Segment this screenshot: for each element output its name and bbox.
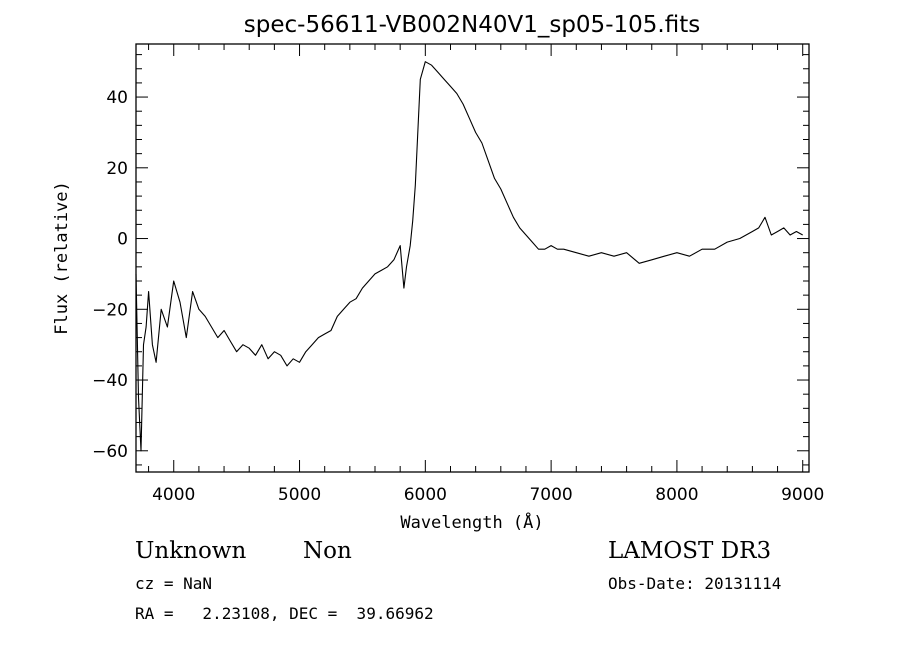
y-axis-label: Flux (relative) xyxy=(52,181,72,335)
x-tick-label: 5000 xyxy=(278,485,321,505)
object-subclass: Non xyxy=(303,538,352,564)
y-tick-label: 40 xyxy=(106,88,128,108)
x-tick-label: 8000 xyxy=(655,485,698,505)
chart-title: spec-56611-VB002N40V1_sp05-105.fits xyxy=(244,12,700,38)
observation-date: Obs-Date: 20131114 xyxy=(608,574,782,593)
x-tick-label: 7000 xyxy=(529,485,572,505)
y-tick-label: 20 xyxy=(106,159,128,179)
survey-label: LAMOST DR3 xyxy=(608,538,772,564)
y-tick-label: 0 xyxy=(117,230,128,250)
y-tick-label: −40 xyxy=(92,371,128,391)
redshift-readout: cz = NaN xyxy=(135,574,213,593)
spectrum-series xyxy=(135,61,803,452)
plot-frame xyxy=(135,43,810,473)
axis-tick-labels: 4000 5000 6000 7000 8000 9000 −60 −40 −20 0 20 40 xyxy=(92,88,824,505)
coordinates-readout: RA = 2.23108, DEC = 39.66962 xyxy=(135,604,434,623)
axis-ticks xyxy=(136,44,809,472)
y-tick-label: −60 xyxy=(92,442,128,462)
x-axis-label: Wavelength (Å) xyxy=(400,511,543,533)
spectrum-line xyxy=(135,61,803,452)
x-tick-label: 6000 xyxy=(404,485,447,505)
x-tick-label: 9000 xyxy=(781,485,824,505)
object-class: Unknown xyxy=(135,538,247,564)
y-tick-label: −20 xyxy=(92,300,128,320)
x-tick-label: 4000 xyxy=(152,485,195,505)
